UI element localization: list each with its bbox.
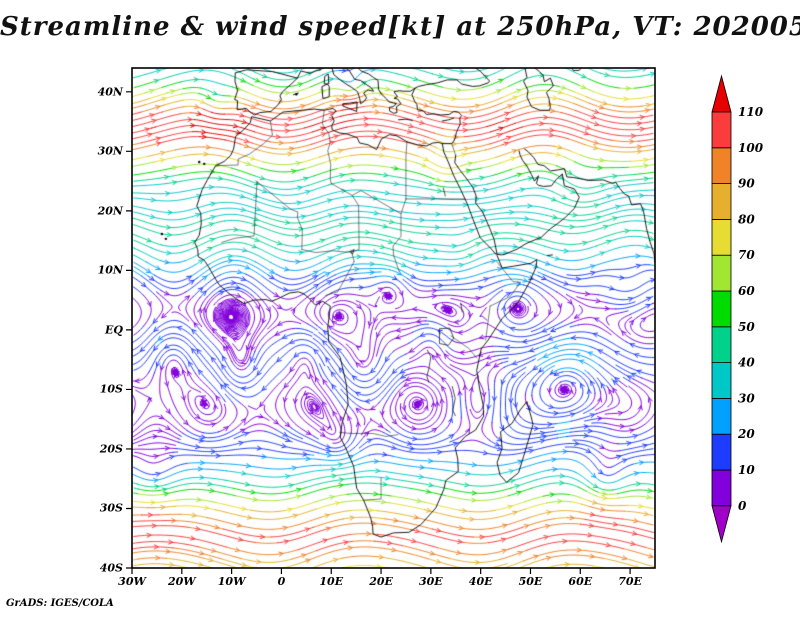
grads-credit: GrADS: IGES/COLA [6,598,114,609]
colorbar-band-50-60 [711,290,732,328]
y-tick-label-10N: 10N [97,263,123,277]
colorbar-band-0-10 [711,469,732,507]
y-tick-label-40N: 40N [97,85,123,99]
y-tick-label-20S: 20S [99,442,123,456]
colorbar-label-50: 50 [738,320,755,334]
chart-title: Streamline & wind speed[kt] at 250hPa, V… [0,12,800,42]
colorbar-band-40-50 [711,326,732,363]
colorbar-label-20: 20 [737,427,755,441]
colorbar-label-90: 90 [738,177,755,191]
y-tick-label-10S: 10S [99,382,123,396]
y-tick-label-30S: 30S [99,501,123,515]
x-tick-label-70E: 70E [618,575,642,588]
colorbar-band-10-20 [711,433,732,471]
colorbar-band-90-100 [711,147,732,185]
colorbar-label-0: 0 [738,499,747,513]
y-tick-label-40S: 40S [99,561,123,575]
streamline-canvas [132,68,655,568]
colorbar-label-60: 60 [738,284,755,298]
colorbar-band-20-30 [711,397,732,435]
colorbar-arrow-top [711,74,732,113]
x-tick-label-0: 0 [277,575,286,588]
x-tick-label-30E: 30E [418,575,443,588]
colorbar-arrow-bottom [711,505,732,544]
colorbar-label-30: 30 [738,391,755,405]
y-tick-label-20N: 20N [97,204,123,218]
x-tick-label-10E: 10E [319,575,344,588]
colorbar-label-70: 70 [738,248,755,262]
colorbar-label-10: 10 [738,463,755,477]
x-tick-label-50E: 50E [518,575,543,588]
y-tick-label-30N: 30N [97,144,123,158]
x-tick-label-30W: 30W [118,575,146,588]
colorbar-label-110: 110 [738,105,764,119]
colorbar-band-70-80 [711,218,732,256]
y-tick-label-EQ: EQ [105,323,123,337]
x-tick-label-20E: 20E [369,575,393,588]
colorbar-band-30-40 [711,362,732,399]
colorbar-band-60-70 [711,254,732,292]
colorbar-label-100: 100 [738,141,764,155]
x-tick-label-20W: 20W [167,575,196,588]
colorbar-band-100-110 [711,111,732,149]
x-tick-label-10W: 10W [217,575,246,588]
colorbar: 0 10 20 30 40 50 60 70 80 90 100 110 [702,55,777,580]
x-tick-label-60E: 60E [568,575,593,588]
colorbar-band-80-90 [711,183,732,220]
colorbar-label-80: 80 [738,212,755,226]
colorbar-label-40: 40 [738,356,755,370]
x-tick-label-40E: 40E [468,575,493,588]
